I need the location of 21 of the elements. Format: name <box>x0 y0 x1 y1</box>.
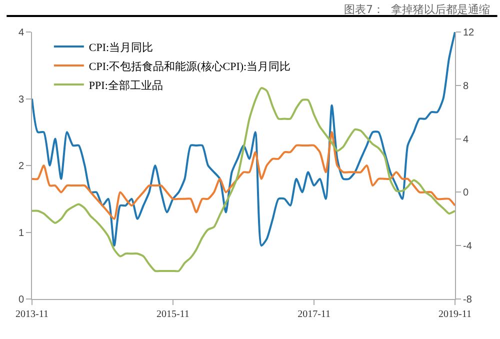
x-tick-label: 2017-11 <box>298 309 331 320</box>
y2-tick-label: -4 <box>463 241 472 252</box>
y2-tick-label: -8 <box>463 294 472 306</box>
y2-tick-label: 8 <box>463 80 469 92</box>
legend-label: CPI:当月同比 <box>88 40 154 54</box>
legend-label: CPI:不包括食品和能源(核心CPI):当月同比 <box>88 60 291 73</box>
x-tick-label: 2015-11 <box>156 309 190 320</box>
y2-tick-label: 0 <box>463 188 469 199</box>
y2-tick-label: 12 <box>463 28 475 38</box>
line-series <box>32 131 455 220</box>
y-tick-label: 1 <box>18 228 24 239</box>
x-tick-label: 2019-11 <box>438 309 472 320</box>
y2-tick-label: 4 <box>463 134 469 146</box>
legend-label: PPI:全部工业品 <box>88 78 163 92</box>
y-tick-label: 0 <box>18 294 24 306</box>
y-tick-label: 3 <box>18 94 24 106</box>
chart-title: 图表7： 拿掉猪以后都是通缩 <box>344 2 490 16</box>
line-series <box>32 32 455 247</box>
y-tick-label: 4 <box>18 28 24 38</box>
x-tick-label: 2013-11 <box>16 309 48 320</box>
y-tick-label: 2 <box>18 161 24 172</box>
